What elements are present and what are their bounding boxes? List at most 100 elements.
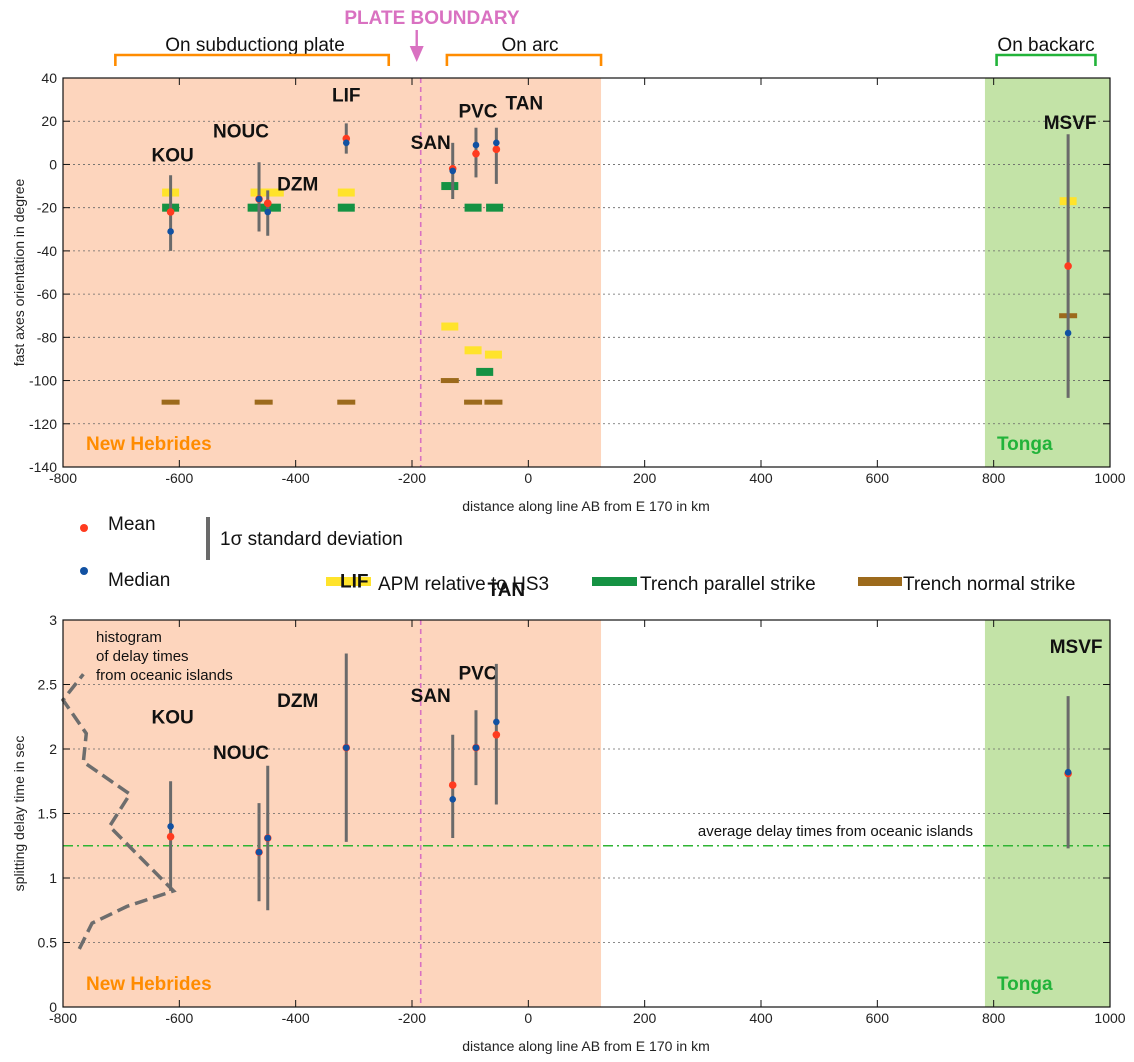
legend-trench-normal-marker: [858, 577, 902, 586]
plate-boundary-arrow-head: [409, 46, 424, 62]
on-arc-label: On arc: [501, 35, 558, 56]
station-label-dzm: DZM: [277, 691, 318, 712]
x-tick-label: 1000: [1094, 470, 1125, 486]
legend: Mean Median 1σ standard deviation APM re…: [80, 514, 1075, 595]
station-label-lif: LIF: [332, 85, 361, 106]
mean-point-dzm: [263, 199, 272, 208]
apm-bar: [266, 188, 284, 197]
station-label-nouc: NOUC: [213, 743, 269, 764]
x-tick-label: 600: [866, 470, 890, 486]
mean-point-msvf: [1064, 262, 1072, 270]
region-label-new-hebrides: New Hebrides: [86, 434, 212, 455]
median-point-pvc: [472, 141, 480, 149]
region-label-new-hebrides: New Hebrides: [86, 974, 212, 995]
x-tick-label: 200: [633, 470, 657, 486]
median-point-tan: [493, 718, 500, 726]
on-subducting-label: On subductiong plate: [165, 35, 345, 56]
y-tick-label: 3: [49, 612, 57, 628]
region-new-hebrides-bg: [63, 620, 602, 1007]
on-backarc-label: On backarc: [997, 35, 1094, 56]
x-tick-label: 1000: [1094, 1010, 1125, 1026]
y-tick-label: 0.5: [38, 935, 58, 951]
y-tick-label: 2: [49, 741, 57, 757]
legend-mean-marker: [80, 524, 88, 532]
header-annotations: PLATE BOUNDARY On subductiong plate On a…: [165, 8, 1094, 56]
trench-parallel-bar: [464, 203, 482, 212]
y-tick-label: -100: [29, 373, 57, 389]
median-point-pvc: [472, 744, 480, 752]
median-point-msvf: [1064, 768, 1072, 776]
y-tick-label: 1: [49, 870, 57, 886]
legend-trench-parallel-marker: [592, 577, 637, 586]
region-label-tonga: Tonga: [997, 434, 1053, 455]
histogram-line: [60, 673, 177, 950]
y-axis-label: fast axes orientation in degree: [11, 179, 27, 367]
x-tick-label: 600: [866, 1010, 890, 1026]
histogram-label: from oceanic islands: [96, 667, 233, 684]
plot-frame: [62, 77, 1111, 468]
x-axis-label: distance along line AB from E 170 in km: [462, 498, 709, 514]
station-label-pvc: PVC: [458, 663, 497, 684]
legend-median-marker: [80, 567, 88, 575]
station-label-pvc: PVC: [458, 102, 497, 123]
x-tick-label: -800: [49, 1010, 77, 1026]
chart-panel-top: New Hebrides Tonga KOU NOUC DZM LIF SAN PVC TAN M…: [11, 70, 1126, 514]
region-new-hebrides-bg: [63, 78, 602, 467]
mean-point-tan: [492, 731, 501, 739]
x-tick-label: -200: [398, 1010, 426, 1026]
station-label-tan: TAN: [506, 94, 544, 115]
station-label-tan: TAN: [488, 580, 526, 601]
y-tick-label: 20: [41, 113, 57, 129]
average-delay-label: average delay times from oceanic islands: [698, 823, 973, 840]
plate-boundary-label: PLATE BOUNDARY: [344, 8, 520, 29]
station-label-kou: KOU: [151, 707, 193, 728]
median-point-tan: [493, 139, 500, 147]
trench-parallel-bar: [337, 203, 355, 212]
chart-panel-bottom: New Hebrides Tonga average delay times fro…: [11, 572, 1126, 1054]
y-tick-label: -120: [29, 416, 57, 432]
y-tick-label: -80: [37, 329, 57, 345]
mean-point-tan: [492, 145, 501, 154]
x-tick-label: -400: [282, 470, 310, 486]
trench-normal-bar: [254, 399, 273, 405]
legend-apm-label: APM relative to HS3: [378, 574, 549, 595]
apm-bar: [484, 350, 502, 359]
median-point-kou: [167, 228, 174, 235]
x-tick-label: 200: [633, 1010, 657, 1026]
median-point-nouc: [255, 848, 263, 856]
y-tick-label: -20: [37, 200, 57, 216]
x-tick-label: -600: [165, 1010, 193, 1026]
x-tick-label: -800: [49, 470, 77, 486]
station-label-san: SAN: [411, 133, 451, 154]
trench-normal-bar: [484, 399, 503, 405]
y-axis-label: splitting delay time in sec: [11, 736, 27, 892]
station-label-msvf: MSVF: [1050, 637, 1103, 658]
mean-point-kou: [166, 208, 175, 216]
median-point-nouc: [255, 195, 263, 203]
apm-bar: [464, 346, 482, 355]
region-tonga-bg: [984, 78, 1110, 467]
region-label-tonga: Tonga: [997, 974, 1053, 995]
x-tick-label: 400: [749, 1010, 773, 1026]
trench-normal-bar: [440, 378, 459, 384]
x-tick-label: 800: [982, 470, 1006, 486]
legend-std-label: 1σ standard deviation: [220, 529, 403, 550]
y-tick-label: -40: [37, 243, 57, 259]
bracket-subducting: [114, 53, 391, 66]
legend-trench-parallel-label: Trench parallel strike: [640, 574, 816, 595]
legend-mean-label: Mean: [108, 514, 156, 535]
histogram-label: histogram: [96, 629, 162, 646]
y-tick-label: -140: [29, 459, 57, 475]
legend-median-label: Median: [108, 570, 170, 591]
y-tick-label: 0: [49, 156, 57, 172]
trench-normal-bar: [464, 399, 483, 405]
mean-point-pvc: [472, 149, 480, 158]
median-point-lif: [342, 744, 350, 752]
apm-bar: [337, 188, 355, 197]
x-tick-label: -600: [165, 470, 193, 486]
station-label-nouc: NOUC: [213, 121, 269, 142]
y-tick-label: 2.5: [38, 677, 58, 693]
median-point-san: [449, 167, 457, 175]
legend-apm-marker: [326, 577, 371, 586]
